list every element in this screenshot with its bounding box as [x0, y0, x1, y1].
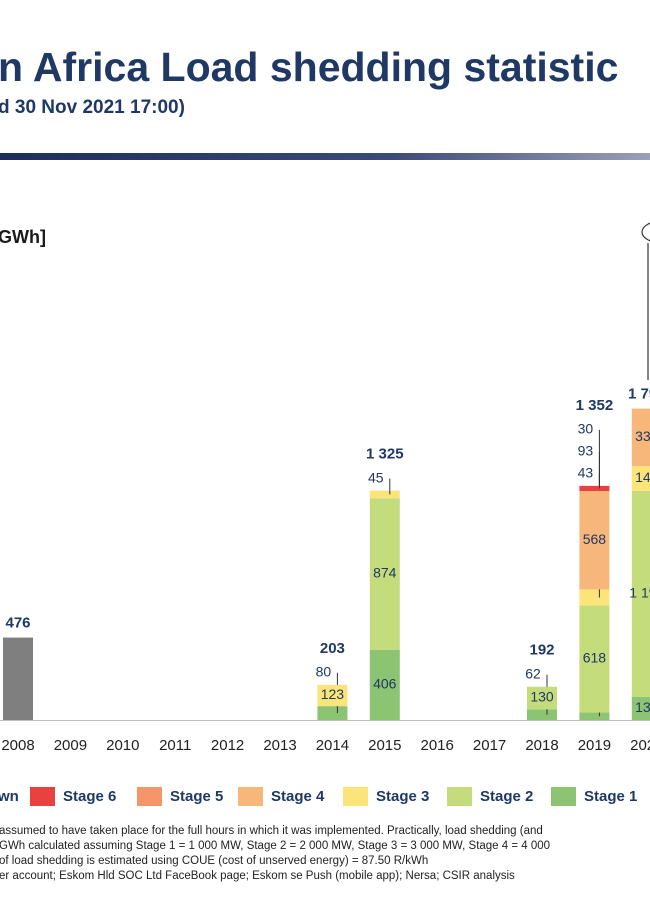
y-axis-label: GWh]: [0, 227, 46, 247]
data-label: 406: [373, 676, 397, 692]
total-label: 203: [320, 640, 345, 657]
total-label: 1 352: [576, 397, 614, 414]
legend-swatch: [30, 787, 55, 806]
bar-segment: [369, 490, 400, 499]
x-tick-label: 2010: [106, 737, 139, 754]
footnote: GWh calculated assuming Stage 1 = 1 000 …: [0, 840, 550, 852]
legend-swatch: [137, 787, 162, 806]
data-label: 133: [635, 699, 650, 715]
legend-label: wn: [0, 788, 19, 805]
bar-segment: [369, 498, 400, 650]
data-label: 45: [368, 469, 384, 485]
bar-segment: [631, 408, 650, 467]
data-label: 30: [578, 421, 594, 437]
legend-swatch: [238, 787, 263, 806]
x-tick-label: 2009: [54, 737, 87, 754]
data-label: 43: [578, 465, 594, 481]
footnote: assumed to have taken place for the full…: [0, 825, 543, 837]
x-tick-label: 2019: [578, 737, 611, 754]
bar-segment: [579, 491, 610, 590]
data-label: 123: [321, 686, 345, 702]
x-tick-label: 2008: [1, 737, 34, 754]
data-label: 130: [530, 689, 554, 705]
data-label: 62: [525, 665, 541, 681]
legend-label: Stage 4: [271, 788, 325, 805]
callout-bubble: [641, 222, 650, 242]
data-label: 143: [635, 469, 650, 485]
total-label: 192: [529, 642, 554, 659]
bar-segment: [579, 485, 610, 492]
data-label: 93: [578, 443, 594, 459]
legend-label: Stage 6: [63, 788, 116, 805]
bar-segment: [579, 605, 610, 713]
legend-label: Stage 1: [584, 788, 637, 805]
bar-segment: [317, 684, 348, 707]
bar-segment: [631, 696, 650, 720]
data-label: 332: [635, 428, 650, 444]
data-label: 568: [583, 531, 607, 547]
data-label: 874: [373, 565, 397, 581]
bar-segment: [527, 709, 557, 720]
bar-segment: [631, 490, 650, 697]
data-label: 80: [316, 664, 332, 680]
chart-subtitle: d 30 Nov 2021 17:00): [0, 97, 185, 118]
bar-segment: [631, 466, 650, 491]
x-tick-label: 2014: [316, 737, 349, 754]
x-tick-label: 2020: [630, 737, 650, 754]
bar-segment: [527, 686, 557, 710]
bar-segment: [579, 712, 610, 720]
x-tick-label: 2013: [263, 737, 296, 754]
data-label: 618: [583, 650, 607, 666]
legend-label: Stage 5: [170, 788, 223, 805]
bar-segment: [579, 589, 610, 606]
bar-segment: [369, 649, 400, 720]
total-label: 476: [5, 615, 30, 632]
chart-title: n Africa Load shedding statistic: [0, 44, 618, 90]
footnote: er account; Eskom Hld SOC Ltd FaceBook p…: [0, 870, 515, 882]
total-label: 1 325: [366, 446, 404, 463]
legend-swatch: [447, 787, 472, 806]
legend-label: Stage 2: [480, 788, 533, 805]
x-tick-label: 2018: [525, 737, 558, 754]
footnote: of load shedding is estimated using COUE…: [0, 855, 428, 867]
x-tick-label: 2017: [473, 737, 506, 754]
legend-swatch: [343, 787, 368, 806]
header-band: [0, 153, 650, 160]
x-tick-label: 2011: [159, 737, 191, 754]
x-tick-label: 2016: [421, 737, 454, 754]
bar-segment: [317, 706, 348, 720]
x-tick-label: 2012: [211, 737, 244, 754]
bar-segment: [3, 637, 33, 720]
data-label: 1 190: [629, 585, 650, 601]
total-label: 1 798: [628, 386, 650, 403]
legend-label: Stage 3: [376, 788, 429, 805]
x-tick-label: 2015: [368, 737, 401, 754]
legend-swatch: [551, 787, 576, 806]
